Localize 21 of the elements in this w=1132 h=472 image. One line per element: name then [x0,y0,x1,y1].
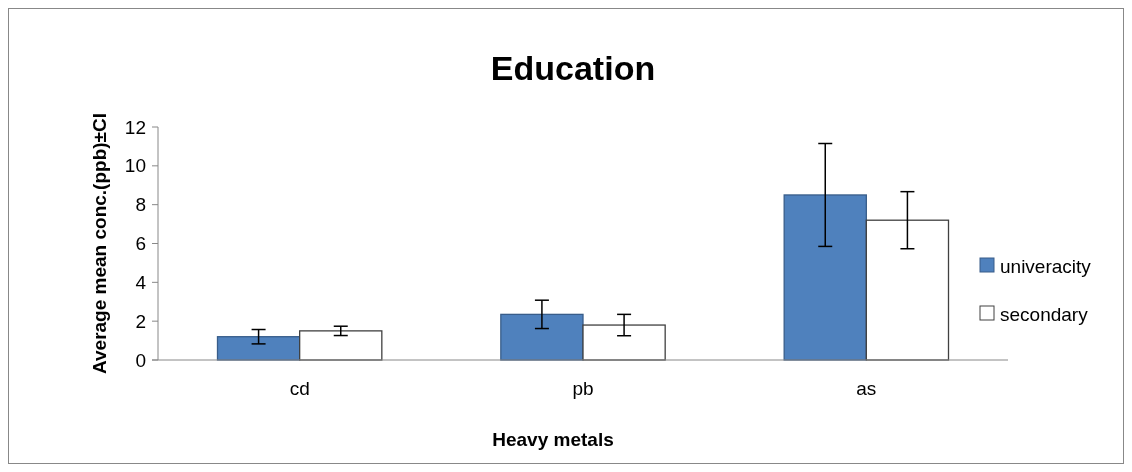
y-tick-label: 10 [124,155,146,177]
y-axis-title: Average mean conc.(ppb)±CI [89,113,110,374]
y-tick-label: 4 [135,271,147,293]
y-tick-label: 2 [135,310,146,332]
legend-label: secondary [1000,303,1089,325]
chart-title: Education [490,49,656,87]
x-tick-label: cd [289,378,310,399]
bar [216,336,301,361]
y-tick-label: 6 [135,233,146,255]
x-tick-label: as [856,378,877,399]
y-tick-label: 0 [135,349,146,371]
bar [783,194,867,361]
bar [865,219,950,361]
bar [500,313,584,361]
y-tick-label: 12 [124,116,146,138]
legend-label: univeracity [1000,255,1092,277]
bar [299,330,383,361]
bar [582,324,666,361]
x-tick-label: pb [572,378,594,399]
x-axis-title: Heavy metals [492,429,614,450]
y-tick-label: 8 [135,194,146,216]
